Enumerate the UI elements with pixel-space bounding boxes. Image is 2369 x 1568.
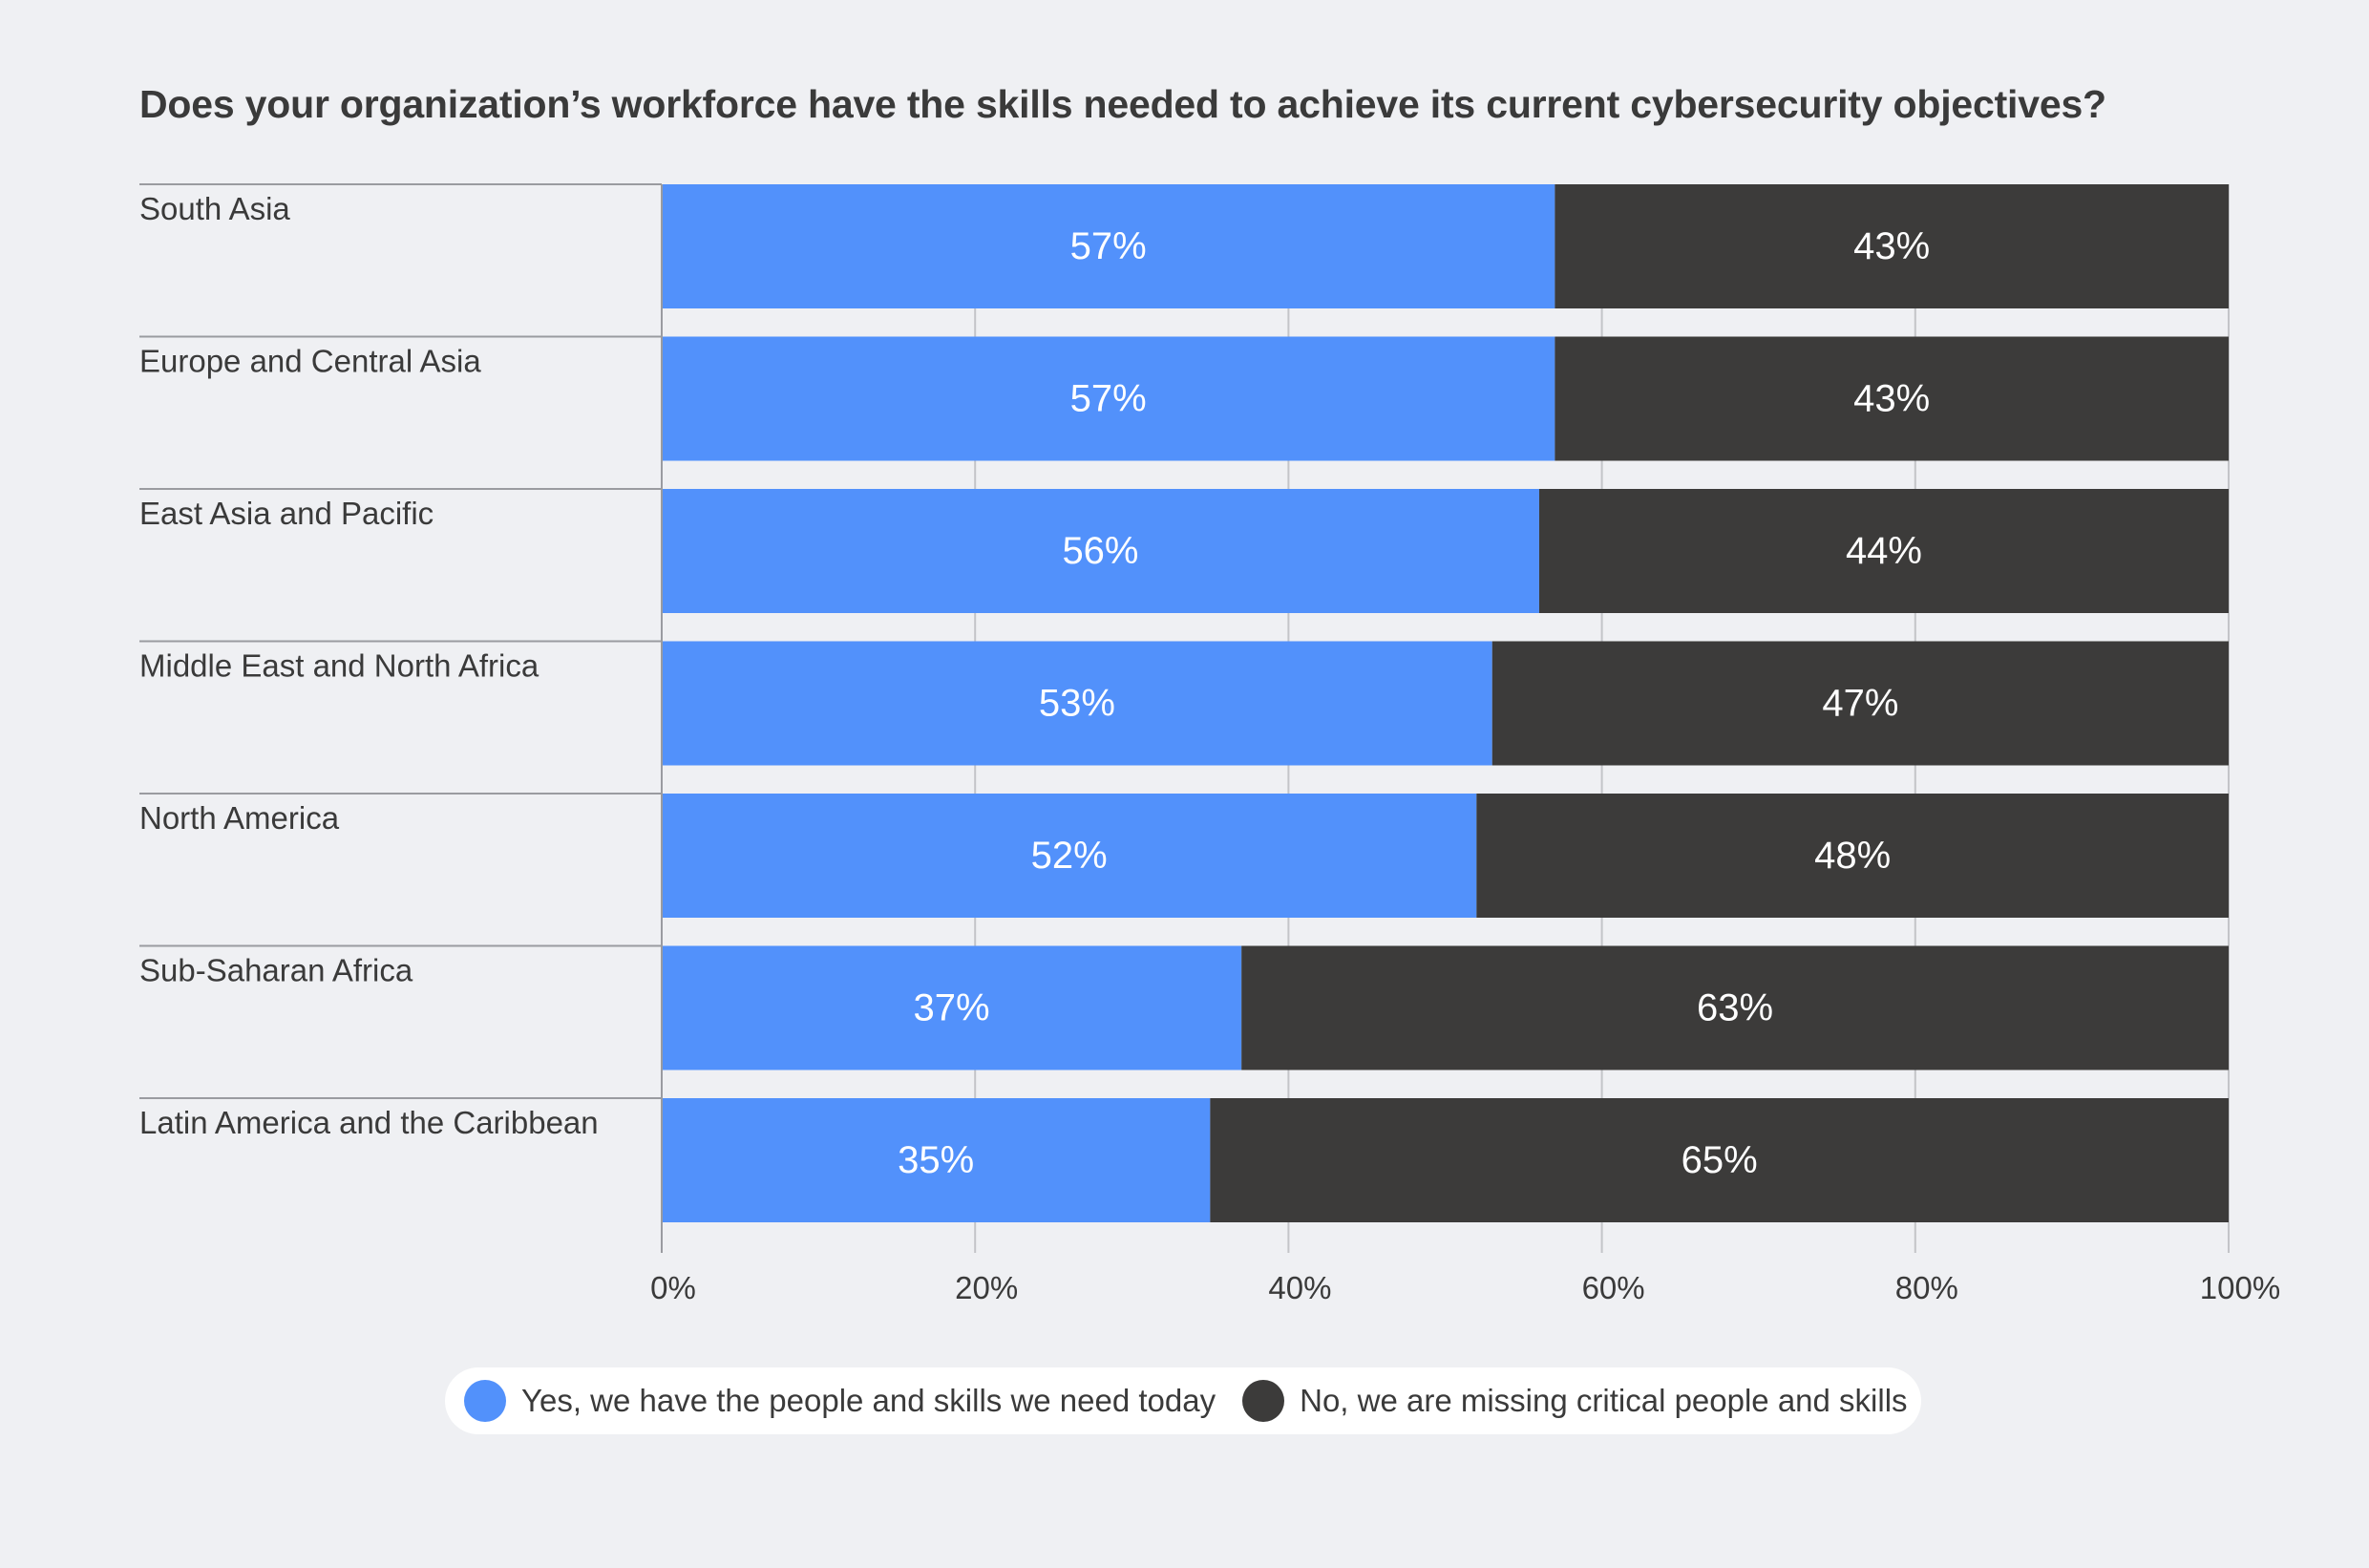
x-tick-label: 60% [1582,1270,1645,1305]
x-tick-label: 0% [650,1270,696,1305]
legend-swatch-yes [464,1380,506,1422]
data-label: 47% [1822,683,1898,725]
bar-yes [662,489,1539,613]
category-label: Sub-Saharan Africa [139,953,413,988]
bar-no [1538,489,2229,613]
data-label: 43% [1853,378,1930,420]
bar-yes [662,641,1492,766]
category-label: North America [139,800,340,836]
data-label: 63% [1697,987,1773,1029]
bar-yes [662,336,1555,461]
bar-no [1476,794,2229,918]
data-label: 35% [898,1139,974,1181]
data-label: 43% [1853,225,1930,267]
category-label: Middle East and North Africa [139,648,539,684]
data-label: 48% [1814,835,1891,877]
bar-yes [662,184,1555,308]
x-tick-label: 40% [1268,1270,1331,1305]
legend-item-yes: Yes, we have the people and skills we ne… [464,1380,1216,1422]
bar-yes [662,1098,1211,1222]
bar-no [1241,945,2229,1070]
bar-no [1555,336,2229,461]
data-label: 52% [1031,835,1108,877]
bar-no [1555,184,2229,308]
legend-label-yes: Yes, we have the people and skills we ne… [521,1383,1216,1418]
bar-yes [662,945,1242,1070]
category-label: Latin America and the Caribbean [139,1105,599,1140]
bar-yes [662,794,1477,918]
x-tick-label: 100% [2200,1270,2280,1305]
data-label: 65% [1682,1139,1758,1181]
legend-item-no: No, we are missing critical people and s… [1242,1380,1908,1422]
x-tick-label: 80% [1895,1270,1958,1305]
data-label: 44% [1846,530,1922,572]
data-label: 57% [1070,225,1147,267]
category-label: Europe and Central Asia [139,344,481,379]
legend-label-no: No, we are missing critical people and s… [1300,1383,1908,1418]
category-label: South Asia [139,191,290,226]
data-label: 56% [1062,530,1138,572]
data-label: 37% [914,987,990,1029]
legend: Yes, we have the people and skills we ne… [445,1367,1921,1434]
chart-title: Does your organization’s workforce have … [139,82,2106,126]
category-label: East Asia and Pacific [139,496,434,531]
bar-no [1491,641,2229,766]
legend-swatch-no [1242,1380,1285,1422]
bar-no [1210,1098,2229,1222]
data-label: 57% [1070,378,1147,420]
data-label: 53% [1039,683,1115,725]
x-tick-label: 20% [955,1270,1018,1305]
